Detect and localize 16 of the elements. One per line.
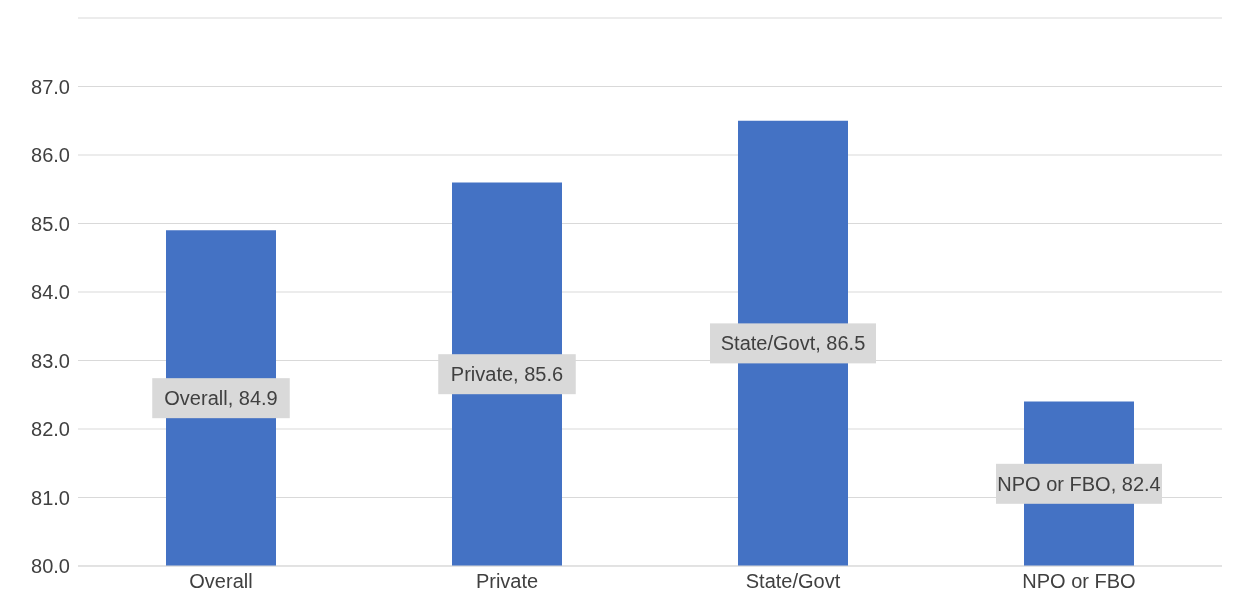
- y-tick-label: 86.0: [31, 144, 70, 167]
- data-label: NPO or FBO, 82.4: [997, 472, 1161, 495]
- y-tick-label: 85.0: [31, 212, 70, 235]
- x-tick-label: Private: [475, 570, 539, 593]
- data-label: State/Govt, 86.5: [720, 332, 866, 355]
- y-tick-label: 81.0: [31, 486, 70, 509]
- y-tick-label: 84.0: [31, 281, 70, 304]
- x-tick-label: Overall: [189, 570, 253, 593]
- y-tick-label: 80.0: [31, 555, 70, 578]
- y-tick-label: 87.0: [31, 75, 70, 98]
- x-tick-label: NPO or FBO: [1022, 570, 1136, 593]
- y-tick-label: 82.0: [31, 418, 70, 441]
- data-label: Overall, 84.9: [164, 387, 278, 410]
- x-tick-label: State/Govt: [745, 570, 841, 593]
- data-label: Private, 85.6: [450, 363, 564, 386]
- y-tick-label: 83.0: [31, 349, 70, 372]
